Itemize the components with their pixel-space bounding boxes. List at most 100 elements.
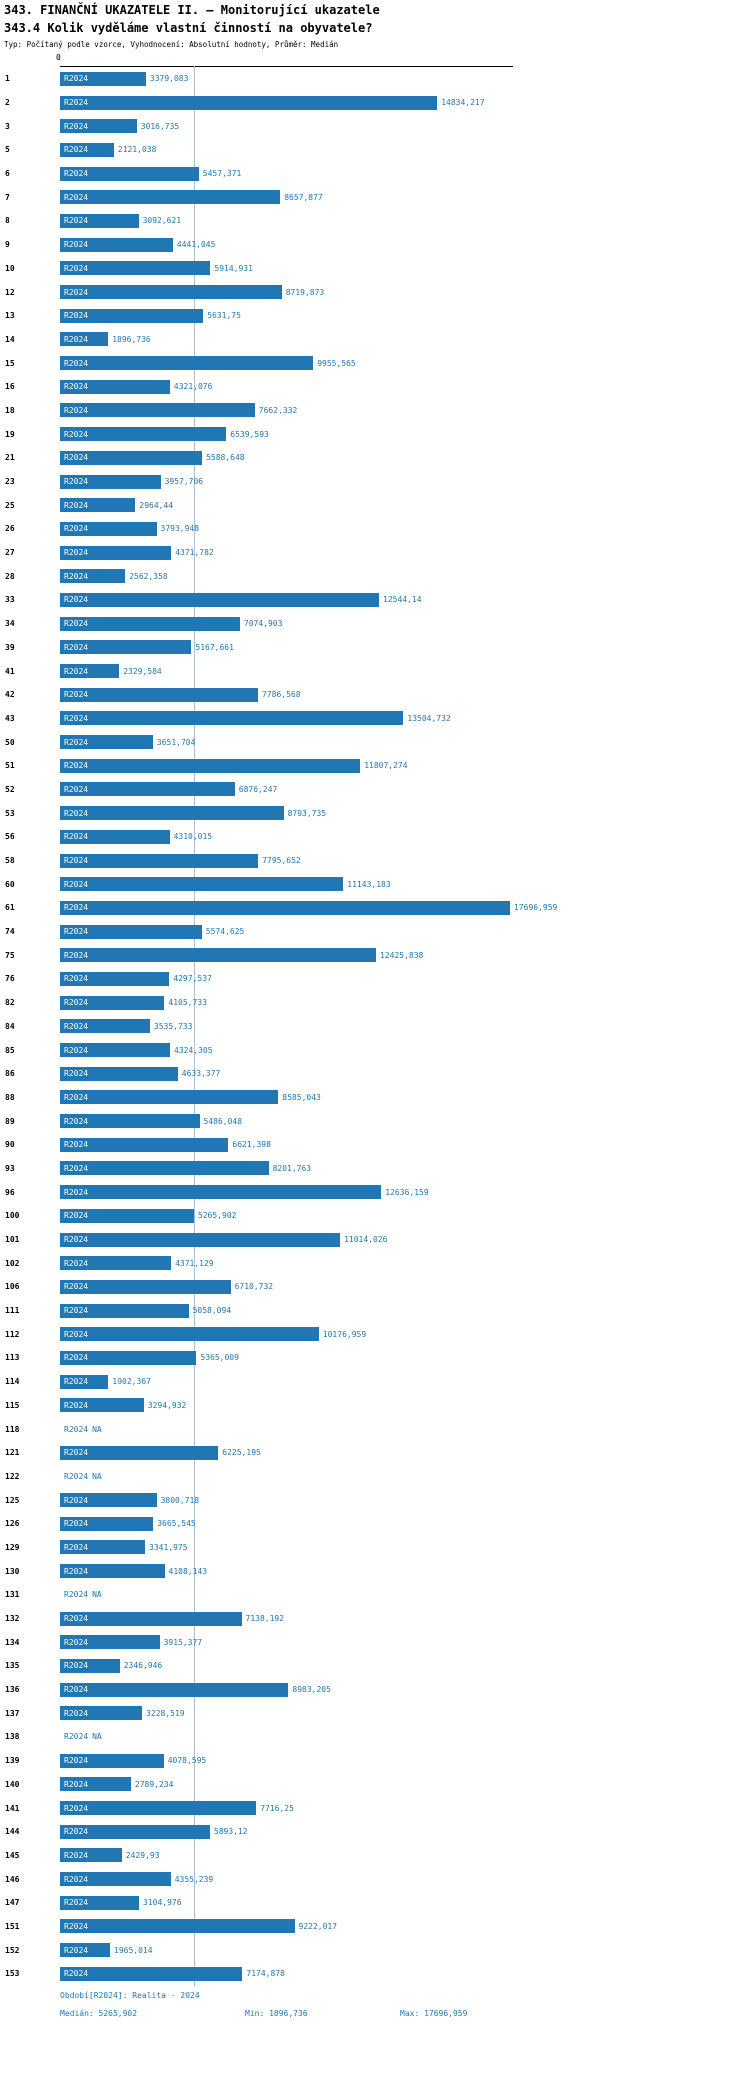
- bar[interactable]: R2024: [60, 1374, 109, 1389]
- row-id: 138: [5, 1732, 20, 1742]
- bar-value-label: 11143,183: [347, 879, 391, 889]
- bar[interactable]: R2024: [60, 1161, 269, 1176]
- bar[interactable]: R2024: [60, 1635, 160, 1650]
- series-label: R2024: [64, 311, 89, 321]
- series-label: R2024: [64, 1306, 89, 1316]
- series-label: R2024: [64, 927, 89, 937]
- bar[interactable]: R2024: [60, 1279, 231, 1294]
- chart-rows: 1 R2024 3379,083 2 R2024 14834,217 3 R2024 3016,…: [0, 67, 750, 1986]
- bar[interactable]: R2024: [60, 1303, 189, 1318]
- bar[interactable]: R2024: [60, 1043, 170, 1058]
- bar[interactable]: R2024: [60, 1848, 122, 1863]
- bar[interactable]: R2024: [60, 1540, 145, 1555]
- bar[interactable]: R2024: [60, 1445, 219, 1460]
- bar-value-label: 2121,038: [117, 145, 157, 155]
- bar[interactable]: R2024: [60, 782, 235, 797]
- bar[interactable]: R2024: [60, 1753, 164, 1768]
- bar[interactable]: R2024: [60, 1066, 178, 1081]
- bar[interactable]: R2024: [60, 356, 314, 371]
- bar[interactable]: R2024: [60, 1019, 150, 1034]
- bar[interactable]: R2024: [60, 261, 211, 276]
- bar[interactable]: R2024: [60, 806, 284, 821]
- bar[interactable]: R2024: [60, 119, 137, 134]
- bar-value-label: 1902,367: [112, 1377, 151, 1387]
- bar[interactable]: R2024: [60, 1185, 382, 1200]
- row-id: 140: [5, 1779, 20, 1789]
- bar[interactable]: R2024: [60, 332, 109, 347]
- bar[interactable]: R2024: [60, 1327, 319, 1342]
- chart-row: 39 R2024 5167,661: [0, 636, 750, 660]
- bar[interactable]: R2024: [60, 569, 126, 584]
- series-label: R2024: [64, 1732, 89, 1742]
- bar[interactable]: R2024: [60, 1658, 120, 1673]
- bar[interactable]: R2024: [60, 1966, 243, 1981]
- bar[interactable]: R2024: [60, 829, 170, 844]
- bar[interactable]: R2024: [60, 1350, 197, 1365]
- bar[interactable]: R2024: [60, 450, 203, 465]
- bar[interactable]: R2024: [60, 95, 438, 110]
- bar[interactable]: R2024: [60, 427, 227, 442]
- chart-row: 152 R2024 1965,014: [0, 1938, 750, 1962]
- bar[interactable]: R2024: [60, 924, 202, 939]
- bar[interactable]: R2024: [60, 1895, 139, 1910]
- bar[interactable]: R2024: [60, 1706, 143, 1721]
- bar[interactable]: R2024: [60, 190, 281, 205]
- bar[interactable]: R2024: [60, 664, 120, 679]
- bar[interactable]: R2024: [60, 948, 376, 963]
- bar[interactable]: R2024: [60, 900, 510, 915]
- bar[interactable]: R2024: [60, 1611, 242, 1626]
- bar[interactable]: R2024: [60, 1493, 157, 1508]
- bar[interactable]: R2024: [60, 1208, 194, 1223]
- bar[interactable]: R2024: [60, 142, 114, 157]
- chart-row: 151 R2024 9222,017: [0, 1915, 750, 1939]
- bar[interactable]: R2024: [60, 403, 255, 418]
- bar-value-label: 5058,094: [192, 1306, 232, 1316]
- bar[interactable]: R2024: [60, 71, 146, 86]
- bar[interactable]: R2024: [60, 758, 361, 773]
- bar[interactable]: R2024: [60, 1090, 279, 1105]
- bar[interactable]: R2024: [60, 971, 170, 986]
- bar[interactable]: R2024: [60, 853, 259, 868]
- series-label: R2024: [64, 784, 89, 794]
- chart-row: 86 R2024 4633,377: [0, 1062, 750, 1086]
- series-label: R2024: [64, 808, 89, 818]
- chart-row: 74 R2024 5574,625: [0, 920, 750, 944]
- bar-value-label: 5265,902: [197, 1211, 237, 1221]
- bar[interactable]: R2024: [60, 1872, 171, 1887]
- bar[interactable]: R2024: [60, 616, 240, 631]
- bar[interactable]: R2024: [60, 995, 165, 1010]
- bar[interactable]: R2024: [60, 308, 204, 323]
- bar[interactable]: R2024: [60, 1943, 110, 1958]
- bar[interactable]: R2024: [60, 1801, 257, 1816]
- bar[interactable]: R2024: [60, 1824, 210, 1839]
- bar[interactable]: R2024: [60, 1919, 295, 1934]
- bar[interactable]: R2024: [60, 592, 379, 607]
- row-id: 14: [5, 334, 15, 344]
- bar[interactable]: R2024: [60, 1564, 165, 1579]
- series-label: R2024: [64, 1827, 89, 1837]
- series-label: R2024: [64, 1377, 89, 1387]
- bar[interactable]: R2024: [60, 545, 172, 560]
- bar[interactable]: R2024: [60, 521, 157, 536]
- bar[interactable]: R2024: [60, 877, 344, 892]
- bar[interactable]: R2024: [60, 1256, 172, 1271]
- bar[interactable]: R2024: [60, 213, 139, 228]
- bar[interactable]: R2024: [60, 237, 173, 252]
- bar[interactable]: R2024: [60, 640, 192, 655]
- bar[interactable]: R2024: [60, 1682, 289, 1697]
- bar[interactable]: R2024: [60, 687, 258, 702]
- series-label: R2024: [64, 1329, 89, 1339]
- bar[interactable]: R2024: [60, 1137, 229, 1152]
- bar[interactable]: R2024: [60, 285, 282, 300]
- bar[interactable]: R2024: [60, 1777, 131, 1792]
- bar[interactable]: R2024: [60, 1398, 144, 1413]
- bar[interactable]: R2024: [60, 711, 404, 726]
- bar[interactable]: R2024: [60, 474, 161, 489]
- bar[interactable]: R2024: [60, 379, 170, 394]
- bar[interactable]: R2024: [60, 1516, 154, 1531]
- bar[interactable]: R2024: [60, 735, 153, 750]
- bar[interactable]: R2024: [60, 498, 136, 513]
- bar[interactable]: R2024: [60, 1114, 200, 1129]
- bar[interactable]: R2024: [60, 166, 199, 181]
- bar[interactable]: R2024: [60, 1232, 341, 1247]
